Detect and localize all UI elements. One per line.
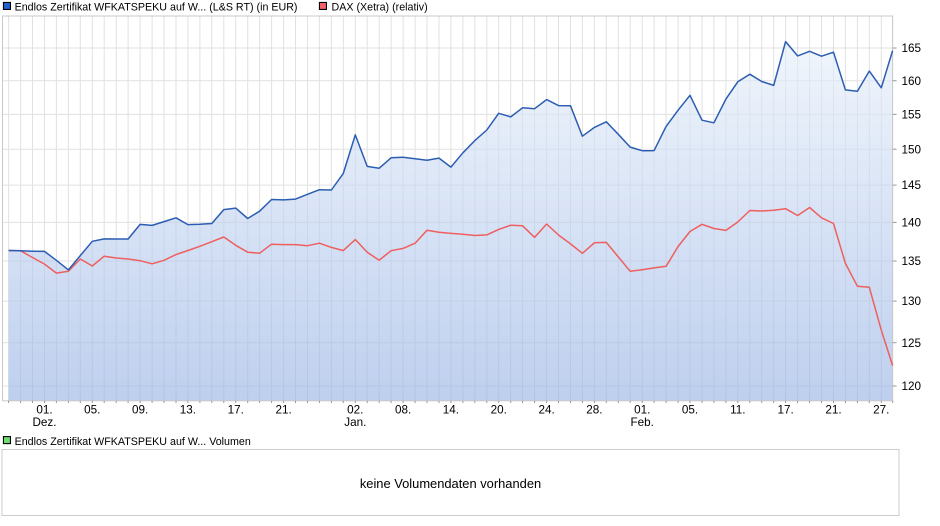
svg-text:17.: 17. <box>228 404 244 417</box>
svg-text:140: 140 <box>902 217 922 230</box>
svg-text:120: 120 <box>902 380 922 393</box>
svg-text:05.: 05. <box>84 404 100 417</box>
svg-text:125: 125 <box>902 337 922 350</box>
svg-text:155: 155 <box>902 109 922 122</box>
svg-text:17.: 17. <box>777 404 793 417</box>
svg-text:Endlos Zertifikat WFKATSPEKU a: Endlos Zertifikat WFKATSPEKU auf W... Vo… <box>15 436 251 448</box>
svg-text:Endlos Zertifikat WFKATSPEKU a: Endlos Zertifikat WFKATSPEKU auf W... (L… <box>15 1 298 13</box>
svg-text:DAX (Xetra) (relativ): DAX (Xetra) (relativ) <box>332 1 428 13</box>
svg-text:01.: 01. <box>36 404 52 417</box>
svg-text:21.: 21. <box>275 404 291 417</box>
svg-text:Jan.: Jan. <box>344 416 366 429</box>
svg-text:135: 135 <box>902 255 922 268</box>
svg-text:14.: 14. <box>443 404 459 417</box>
svg-text:01.: 01. <box>634 404 650 417</box>
svg-text:08.: 08. <box>395 404 411 417</box>
svg-text:27.: 27. <box>873 404 889 417</box>
svg-text:Dez.: Dez. <box>32 416 56 429</box>
svg-text:160: 160 <box>902 75 922 88</box>
svg-text:13.: 13. <box>180 404 196 417</box>
svg-text:21.: 21. <box>825 404 841 417</box>
svg-text:24.: 24. <box>538 404 554 417</box>
svg-text:28.: 28. <box>586 404 602 417</box>
svg-text:05.: 05. <box>682 404 698 417</box>
svg-text:09.: 09. <box>132 404 148 417</box>
svg-text:145: 145 <box>902 179 922 192</box>
svg-text:130: 130 <box>902 295 922 308</box>
svg-text:165: 165 <box>902 42 922 55</box>
svg-text:keine Volumendaten vorhanden: keine Volumendaten vorhanden <box>360 476 541 491</box>
svg-text:Feb.: Feb. <box>631 416 654 429</box>
svg-text:150: 150 <box>902 143 922 156</box>
svg-text:11.: 11. <box>730 404 745 417</box>
svg-text:02.: 02. <box>347 404 363 417</box>
svg-text:20.: 20. <box>491 404 507 417</box>
